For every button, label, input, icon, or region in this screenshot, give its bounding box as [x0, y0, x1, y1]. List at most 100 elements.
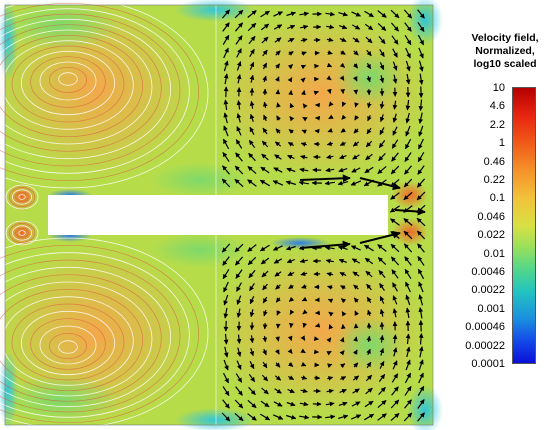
velocity-arrow	[287, 154, 295, 160]
velocity-arrow	[390, 22, 400, 32]
velocity-arrow	[235, 35, 243, 45]
velocity-arrow	[222, 268, 230, 280]
velocity-arrow	[418, 60, 424, 72]
streamline	[30, 56, 106, 108]
jet-arrow	[299, 240, 351, 249]
velocity-arrow	[351, 24, 361, 30]
velocity-arrow	[262, 335, 268, 343]
velocity-arrow	[365, 140, 373, 148]
velocity-arrow	[363, 413, 375, 421]
velocity-arrow	[247, 244, 257, 252]
velocity-arrow	[339, 337, 345, 343]
velocity-arrow	[365, 387, 373, 395]
velocity-arrow	[274, 154, 282, 160]
velocity-arrow	[379, 360, 385, 369]
velocity-arrow	[259, 179, 271, 187]
velocity-arrow	[275, 63, 281, 69]
velocity-arrow	[366, 102, 372, 109]
velocity-arrow	[351, 401, 361, 407]
velocity-arrow	[299, 258, 308, 264]
velocity-arrow	[379, 295, 385, 304]
velocity-arrow	[301, 375, 308, 380]
streamline	[0, 34, 143, 138]
velocity-arrow	[326, 37, 334, 43]
velocity-arrow	[263, 114, 268, 122]
velocity-arrow	[275, 128, 281, 134]
velocity-arrow	[340, 50, 346, 55]
streamline	[11, 303, 125, 381]
velocity-arrow	[379, 347, 385, 356]
velocity-arrow	[325, 167, 335, 173]
colorbar-tick-label: 10	[492, 82, 505, 94]
velocity-arrow	[286, 11, 296, 17]
velocity-arrow	[379, 283, 385, 291]
velocity-arrow	[276, 310, 281, 316]
velocity-arrow	[377, 413, 387, 421]
velocity-arrow	[392, 347, 398, 357]
velocity-arrow	[262, 283, 268, 291]
velocity-arrow	[236, 126, 242, 136]
streamline	[39, 325, 97, 365]
velocity-arrow	[378, 386, 386, 396]
velocity-arrow	[417, 399, 425, 409]
velocity-arrow	[300, 335, 306, 341]
velocity-arrow	[249, 309, 255, 318]
velocity-arrow	[353, 362, 359, 368]
velocity-arrow	[287, 37, 295, 43]
velocity-arrow	[235, 373, 243, 383]
velocity-arrow	[339, 141, 346, 146]
velocity-arrow	[417, 9, 425, 19]
velocity-arrow	[223, 294, 229, 306]
velocity-arrow	[261, 270, 269, 278]
colorbar-title: Velocity field, Normalized, log10 scaled	[460, 32, 550, 71]
velocity-arrow	[325, 401, 335, 407]
velocity-arrow	[235, 386, 243, 396]
streamline	[5, 184, 39, 210]
velocity-arrow	[326, 24, 335, 30]
velocity-arrow	[274, 141, 282, 147]
velocity-arrow	[391, 373, 399, 383]
velocity-arrow	[287, 388, 295, 394]
velocity-arrow	[262, 127, 268, 135]
velocity-arrow	[403, 218, 413, 226]
velocity-arrow	[288, 361, 294, 367]
velocity-arrow	[418, 307, 424, 319]
colorbar-tick-label: 0.46	[483, 155, 505, 168]
velocity-arrow	[247, 165, 257, 175]
velocity-arrow	[352, 388, 360, 394]
velocity-arrow	[379, 62, 385, 71]
velocity-arrow	[340, 298, 347, 304]
velocity-arrow	[223, 73, 229, 85]
velocity-arrow	[261, 140, 269, 148]
velocity-arrow	[223, 47, 229, 59]
velocity-arrow	[249, 113, 255, 122]
jet-arrow	[299, 174, 351, 183]
velocity-arrow	[300, 64, 307, 70]
velocity-arrow	[353, 284, 359, 290]
velocity-arrow	[379, 49, 385, 58]
velocity-arrow	[302, 103, 308, 109]
streamline	[0, 245, 199, 423]
velocity-arrow	[403, 230, 413, 240]
velocity-arrow	[262, 361, 268, 369]
velocity-arrow	[405, 307, 411, 319]
jet-arrow	[394, 207, 426, 216]
velocity-arrow	[392, 61, 398, 71]
colorbar-tick-label: 0.0046	[471, 266, 505, 278]
velocity-arrow	[417, 256, 425, 266]
velocity-arrow	[390, 218, 400, 226]
velocity-arrow	[351, 167, 361, 173]
velocity-arrow	[390, 192, 400, 200]
velocity-arrow	[247, 256, 257, 266]
cyan-edge	[0, 350, 18, 430]
velocity-arrow	[247, 179, 257, 187]
velocity-arrow	[260, 400, 270, 408]
velocity-arrow	[392, 126, 398, 136]
velocity-arrow	[286, 414, 297, 420]
velocity-arrow	[404, 372, 412, 384]
velocity-arrow	[351, 258, 361, 264]
velocity-arrow	[301, 51, 307, 56]
velocity-arrow	[405, 281, 411, 293]
velocity-arrow	[248, 152, 256, 162]
velocity-arrow	[338, 11, 348, 17]
